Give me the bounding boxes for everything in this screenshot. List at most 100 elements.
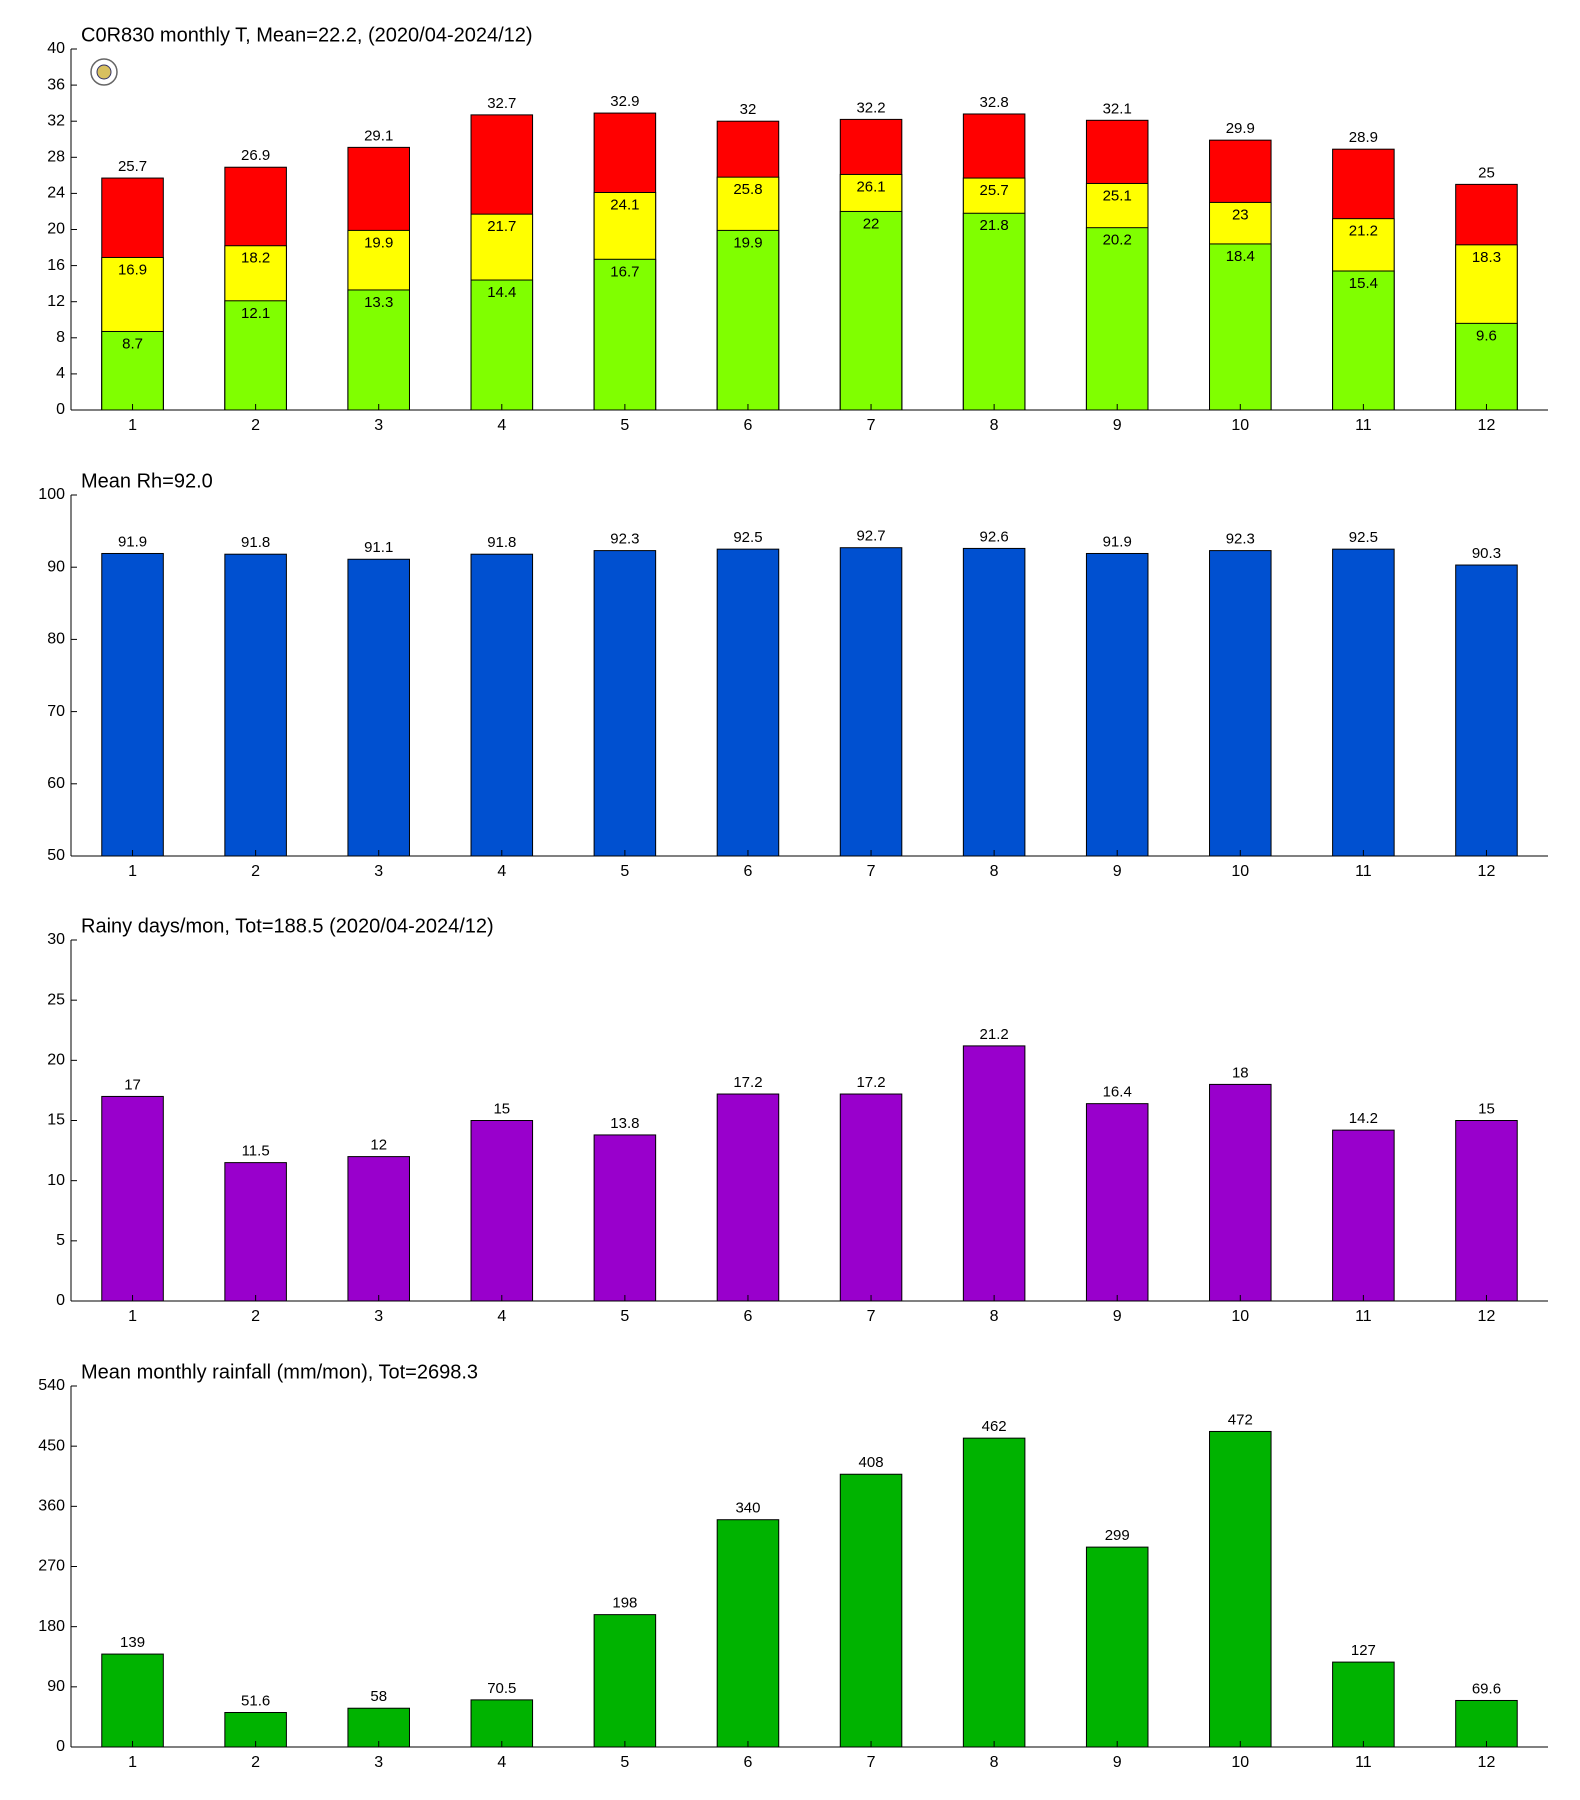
bar [470,1699,534,1748]
bar [593,1134,657,1302]
value-label: 26.1 [856,178,885,195]
x-tick-label: 9 [1113,1754,1122,1771]
y-tick-label: 5 [56,1232,65,1249]
x-tick-label: 2 [251,417,260,434]
bar [1332,1129,1395,1302]
chart-title: Mean monthly rainfall (mm/mon), Tot=2698… [81,1361,478,1383]
y-tick-label: 12 [47,293,65,310]
x-tick-label: 6 [744,1308,753,1325]
x-tick-label: 1 [128,417,137,434]
x-tick-label: 10 [1231,863,1249,880]
value-label: 14.4 [487,284,516,301]
y-tick-label: 540 [38,1377,65,1394]
bar [1085,227,1149,411]
bar [470,553,534,857]
value-label: 17.2 [856,1074,885,1091]
y-tick-label: 90 [47,558,65,575]
bar [101,552,164,857]
value-label: 18.2 [241,250,270,267]
bar [1209,1083,1272,1302]
x-tick-label: 5 [620,1308,629,1325]
x-tick-label: 7 [867,417,876,434]
x-tick-label: 11 [1355,417,1372,434]
x-tick-label: 4 [497,1754,506,1771]
y-tick-label: 36 [47,76,65,93]
x-tick-label: 4 [497,863,506,880]
value-label: 19.9 [733,234,762,251]
value-label: 16.4 [1103,1084,1132,1101]
bar [962,212,1026,411]
value-label: 15 [1478,1100,1495,1117]
y-tick-label: 30 [47,931,65,948]
bar [839,210,903,411]
x-tick-label: 9 [1113,1308,1122,1325]
value-label: 139 [120,1634,145,1651]
value-label: 472 [1228,1411,1253,1428]
x-tick-label: 3 [374,863,383,880]
x-tick-label: 7 [867,1308,876,1325]
x-tick-label: 10 [1231,417,1249,434]
value-label: 17.2 [733,1074,762,1091]
bar [962,547,1026,857]
x-tick-label: 1 [128,863,137,880]
bar [593,258,657,411]
bar [1085,552,1149,857]
value-label: 18 [1232,1064,1249,1081]
x-tick-label: 12 [1478,863,1496,880]
chart-title: C0R830 monthly T, Mean=22.2, (2020/04-20… [81,24,533,46]
x-tick-label: 7 [867,863,876,880]
value-label: 340 [735,1500,760,1517]
bar [839,547,903,857]
bar [347,1156,410,1302]
bar [1455,1699,1518,1748]
bar [716,229,780,411]
x-tick-label: 12 [1478,1308,1496,1325]
value-label: 91.1 [364,539,393,556]
bar [1209,550,1272,857]
x-tick-label: 2 [251,1308,260,1325]
value-label: 21.2 [1349,223,1378,240]
x-tick-label: 4 [497,417,506,434]
value-label: 12.1 [241,305,270,322]
y-tick-label: 270 [38,1558,65,1575]
bar [716,1519,780,1748]
value-label: 198 [612,1595,637,1612]
y-tick-label: 0 [56,401,65,418]
x-tick-label: 4 [497,1308,506,1325]
value-label: 69.6 [1472,1680,1501,1697]
y-tick-label: 20 [47,221,65,238]
y-tick-label: 15 [47,1112,65,1129]
value-label: 21.8 [980,217,1009,234]
x-tick-label: 6 [744,863,753,880]
x-tick-label: 9 [1113,417,1122,434]
y-tick-label: 32 [47,112,65,129]
value-label: 14.2 [1349,1110,1378,1127]
value-label: 92.3 [1226,531,1255,548]
y-tick-label: 360 [38,1498,65,1515]
value-label: 32.7 [487,95,516,112]
bar [101,1095,164,1302]
bar [470,1120,534,1302]
value-label: 91.8 [241,534,270,551]
bar [1332,548,1395,857]
value-label: 92.6 [980,528,1009,545]
bar [1209,243,1272,411]
y-tick-label: 25 [47,991,65,1008]
y-tick-label: 90 [47,1678,65,1695]
x-tick-label: 3 [374,417,383,434]
y-tick-label: 180 [38,1618,65,1635]
value-label: 91.9 [1103,533,1132,550]
x-tick-label: 5 [620,1754,629,1771]
value-label: 18.4 [1226,248,1255,265]
bar [839,1093,903,1302]
x-tick-label: 3 [374,1754,383,1771]
value-label: 13.8 [610,1115,639,1132]
y-tick-label: 80 [47,631,65,648]
value-label: 70.5 [487,1680,516,1697]
x-tick-label: 6 [744,1754,753,1771]
bar [347,558,410,857]
value-label: 13.3 [364,294,393,311]
value-label: 24.1 [610,196,639,213]
value-label: 25.1 [1103,187,1132,204]
